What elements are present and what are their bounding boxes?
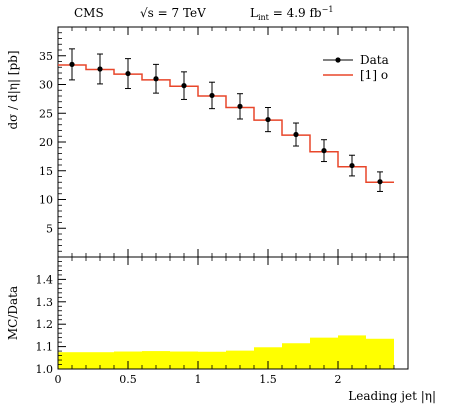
data-point bbox=[69, 61, 75, 67]
data-point bbox=[265, 116, 271, 123]
x-tick-label: 0 bbox=[55, 373, 62, 386]
data-point bbox=[181, 83, 187, 89]
ratio-band-bar bbox=[338, 335, 366, 369]
experiment-label: CMS bbox=[74, 6, 104, 20]
data-point bbox=[377, 179, 383, 185]
model-step-line bbox=[58, 64, 394, 183]
x-tick-label: 0.5 bbox=[119, 373, 137, 386]
ratio-band-bar bbox=[310, 337, 338, 369]
ratio-y-tick-label: 1.0 bbox=[36, 363, 54, 376]
data-point bbox=[97, 66, 103, 72]
legend-model-label: [1] o bbox=[360, 68, 388, 82]
ratio-band-bar bbox=[366, 338, 394, 369]
y-tick-label: 5 bbox=[46, 222, 53, 235]
x-tick-label: 1 bbox=[195, 373, 202, 386]
x-tick-label: 1.5 bbox=[259, 373, 277, 386]
luminosity-label: Lint = 4.9 fb−1 bbox=[250, 5, 333, 22]
data-point bbox=[237, 103, 243, 109]
x-axis-label: Leading jet |η| bbox=[348, 389, 436, 403]
main-plot-area: 5 10 15 20 25 30 35 bbox=[39, 27, 395, 257]
legend-data-marker bbox=[335, 57, 341, 63]
ratio-band-bar bbox=[254, 347, 282, 369]
ratio-band-bar bbox=[170, 351, 198, 369]
ratio-y-tick-label: 1.1 bbox=[36, 341, 54, 354]
ratio-band-bar bbox=[282, 343, 310, 369]
ratio-plot-area: 1.0 1.1 1.2 1.3 1.4 0 0.5 1 1.5 2 bbox=[36, 257, 409, 386]
main-y-axis-label: dσ / d|η| [pb] bbox=[6, 50, 20, 129]
ratio-band-bar bbox=[114, 351, 142, 369]
ratio-y-tick-label: 1.4 bbox=[36, 273, 54, 286]
ratio-band-bar bbox=[198, 351, 226, 369]
data-point bbox=[209, 92, 215, 99]
legend-data-label: Data bbox=[360, 53, 389, 67]
y-tick-label: 15 bbox=[39, 165, 53, 178]
ratio-y-tick-label: 1.3 bbox=[36, 296, 54, 309]
y-tick-label: 25 bbox=[39, 107, 53, 120]
data-point bbox=[153, 76, 159, 82]
data-point bbox=[125, 70, 131, 77]
main-plot-frame bbox=[57, 26, 409, 258]
legend: Data [1] o bbox=[323, 53, 389, 82]
y-tick-label: 20 bbox=[39, 136, 53, 149]
ratio-y-axis-label: MC/Data bbox=[6, 286, 20, 340]
energy-label: √s = 7 TeV bbox=[140, 6, 206, 20]
ratio-band-bar bbox=[226, 350, 254, 369]
ratio-band-bar bbox=[142, 351, 170, 369]
y-tick-label: 35 bbox=[39, 50, 53, 63]
ratio-band-bar bbox=[58, 352, 86, 369]
data-point bbox=[293, 131, 299, 138]
ratio-band-bar bbox=[86, 352, 114, 369]
y-tick-label: 10 bbox=[39, 194, 53, 207]
data-point bbox=[349, 162, 355, 169]
data-point bbox=[321, 148, 327, 154]
ratio-y-tick-label: 1.2 bbox=[36, 318, 54, 331]
x-tick-label: 2 bbox=[335, 373, 342, 386]
y-tick-label: 30 bbox=[39, 79, 53, 92]
